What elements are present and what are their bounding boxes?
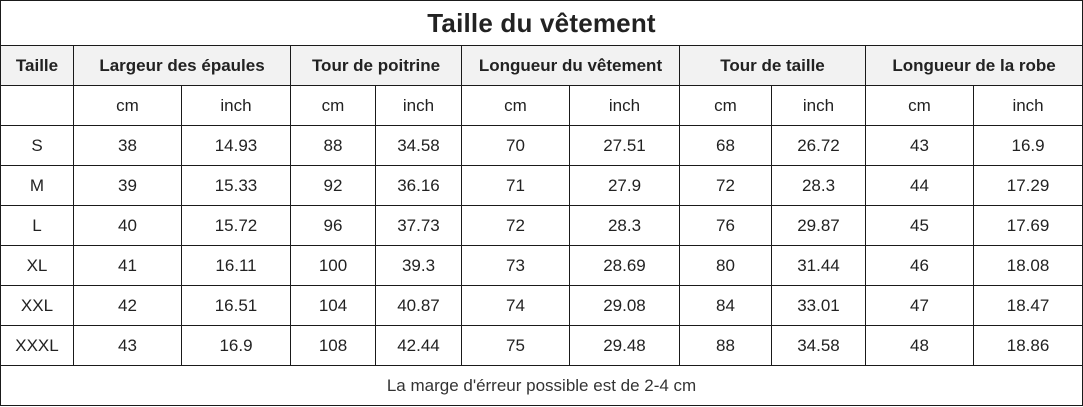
value-cell: 71 xyxy=(461,165,570,206)
value-cell: 92 xyxy=(290,165,376,206)
table-row: XXL 42 16.51 104 40.87 74 29.08 84 33.01 47 18.47 xyxy=(0,285,1083,326)
unit-cell: cm xyxy=(679,85,772,126)
value-cell: 29.48 xyxy=(569,325,680,366)
value-cell: 48 xyxy=(865,325,974,366)
value-cell: 26.72 xyxy=(771,125,866,166)
table-row: L 40 15.72 96 37.73 72 28.3 76 29.87 45 17.69 xyxy=(0,205,1083,246)
value-cell: 15.72 xyxy=(181,205,291,246)
value-cell: 44 xyxy=(865,165,974,206)
size-cell: XXL xyxy=(0,285,74,326)
table-row: S 38 14.93 88 34.58 70 27.51 68 26.72 43 16.9 xyxy=(0,125,1083,166)
value-cell: 37.73 xyxy=(375,205,462,246)
header-garment-length: Longueur du vêtement xyxy=(461,45,680,86)
chart-title: Taille du vêtement xyxy=(0,0,1083,46)
value-cell: 42 xyxy=(73,285,182,326)
value-cell: 15.33 xyxy=(181,165,291,206)
value-cell: 28.69 xyxy=(569,245,680,286)
unit-cell: inch xyxy=(569,85,680,126)
value-cell: 34.58 xyxy=(375,125,462,166)
value-cell: 88 xyxy=(290,125,376,166)
unit-empty xyxy=(0,85,74,126)
unit-cell: inch xyxy=(181,85,291,126)
value-cell: 17.69 xyxy=(972,205,1083,246)
value-cell: 29.87 xyxy=(771,205,866,246)
value-cell: 17.29 xyxy=(972,165,1083,206)
value-cell: 42.44 xyxy=(375,325,462,366)
value-cell: 16.9 xyxy=(181,325,291,366)
value-cell: 29.08 xyxy=(569,285,680,326)
value-cell: 39.3 xyxy=(375,245,462,286)
value-cell: 33.01 xyxy=(771,285,866,326)
value-cell: 18.08 xyxy=(972,245,1083,286)
value-cell: 41 xyxy=(73,245,182,286)
value-cell: 73 xyxy=(461,245,570,286)
value-cell: 43 xyxy=(865,125,974,166)
value-cell: 36.16 xyxy=(375,165,462,206)
value-cell: 16.11 xyxy=(181,245,291,286)
value-cell: 88 xyxy=(679,325,772,366)
value-cell: 46 xyxy=(865,245,974,286)
unit-cell: inch xyxy=(375,85,462,126)
value-cell: 34.58 xyxy=(771,325,866,366)
value-cell: 18.47 xyxy=(972,285,1083,326)
value-cell: 75 xyxy=(461,325,570,366)
value-cell: 27.9 xyxy=(569,165,680,206)
unit-cell: cm xyxy=(290,85,376,126)
header-shoulder-width: Largeur des épaules xyxy=(73,45,291,86)
unit-cell: cm xyxy=(73,85,182,126)
table-row: XXXL 43 16.9 108 42.44 75 29.48 88 34.58 48 18.86 xyxy=(0,325,1083,366)
value-cell: 14.93 xyxy=(181,125,291,166)
value-cell: 31.44 xyxy=(771,245,866,286)
header-row: Taille Largeur des épaules Tour de poitr… xyxy=(0,45,1083,86)
value-cell: 38 xyxy=(73,125,182,166)
value-cell: 76 xyxy=(679,205,772,246)
value-cell: 72 xyxy=(679,165,772,206)
header-size: Taille xyxy=(0,45,74,86)
value-cell: 45 xyxy=(865,205,974,246)
value-cell: 74 xyxy=(461,285,570,326)
value-cell: 16.51 xyxy=(181,285,291,326)
value-cell: 100 xyxy=(290,245,376,286)
value-cell: 40 xyxy=(73,205,182,246)
error-margin-note: La marge d'érreur possible est de 2-4 cm xyxy=(0,365,1083,406)
table-row: M 39 15.33 92 36.16 71 27.9 72 28.3 44 17.29 xyxy=(0,165,1083,206)
header-chest: Tour de poitrine xyxy=(290,45,462,86)
unit-cell: cm xyxy=(461,85,570,126)
value-cell: 43 xyxy=(73,325,182,366)
size-cell: M xyxy=(0,165,74,206)
unit-cell: cm xyxy=(865,85,974,126)
value-cell: 72 xyxy=(461,205,570,246)
value-cell: 80 xyxy=(679,245,772,286)
value-cell: 16.9 xyxy=(972,125,1083,166)
value-cell: 84 xyxy=(679,285,772,326)
value-cell: 70 xyxy=(461,125,570,166)
unit-cell: inch xyxy=(771,85,866,126)
value-cell: 27.51 xyxy=(569,125,680,166)
size-cell: XXXL xyxy=(0,325,74,366)
value-cell: 18.86 xyxy=(972,325,1083,366)
value-cell: 104 xyxy=(290,285,376,326)
size-cell: XL xyxy=(0,245,74,286)
value-cell: 96 xyxy=(290,205,376,246)
header-dress-length: Longueur de la robe xyxy=(864,45,1083,86)
unit-cell: inch xyxy=(972,85,1083,126)
value-cell: 47 xyxy=(865,285,974,326)
unit-row: cm inch cm inch cm inch cm inch cm inch xyxy=(0,85,1083,126)
header-waist: Tour de taille xyxy=(679,45,866,86)
value-cell: 28.3 xyxy=(569,205,680,246)
size-cell: L xyxy=(0,205,74,246)
table-row: XL 41 16.11 100 39.3 73 28.69 80 31.44 46 18.08 xyxy=(0,245,1083,286)
value-cell: 40.87 xyxy=(375,285,462,326)
size-cell: S xyxy=(0,125,74,166)
value-cell: 108 xyxy=(290,325,376,366)
value-cell: 68 xyxy=(679,125,772,166)
value-cell: 28.3 xyxy=(771,165,866,206)
value-cell: 39 xyxy=(73,165,182,206)
